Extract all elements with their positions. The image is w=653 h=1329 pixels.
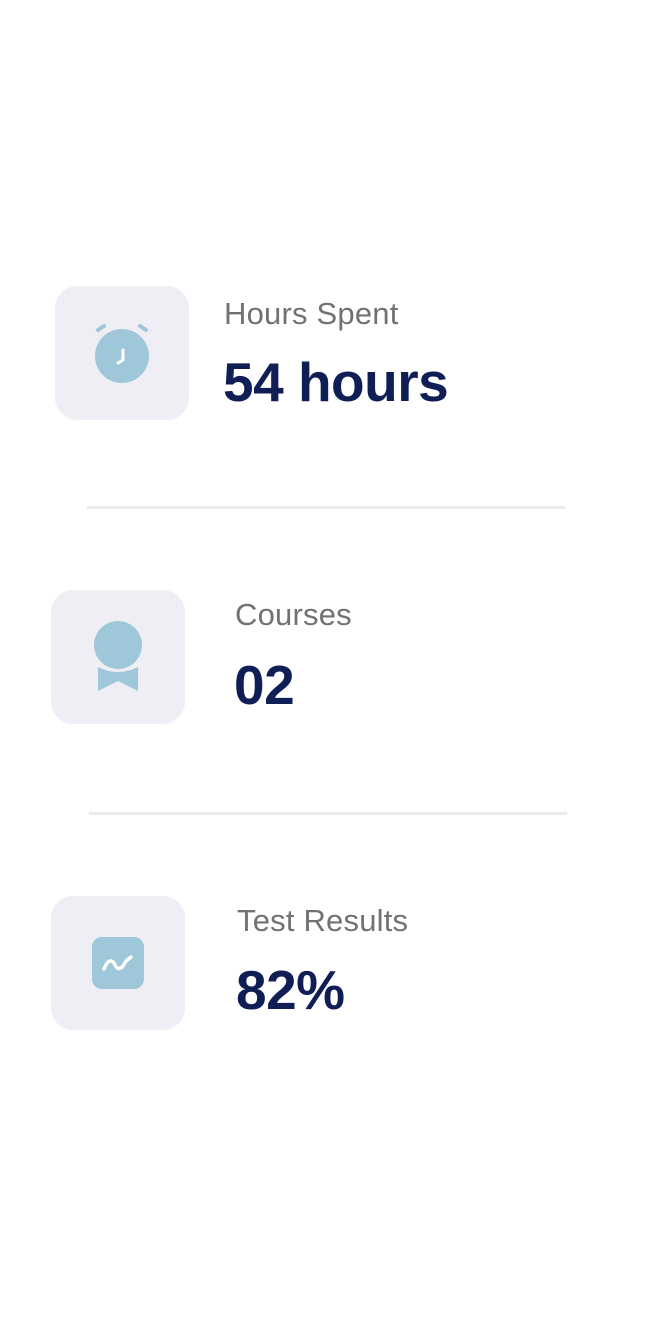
divider [87, 506, 565, 509]
courses-icon-box [51, 590, 185, 724]
courses-label: Courses [235, 597, 352, 632]
hours-value: 54 hours [223, 351, 449, 413]
alarm-clock-icon [95, 324, 149, 383]
chart-trend-icon [92, 937, 144, 989]
hours-label: Hours Spent [224, 296, 399, 331]
hours-icon-box [55, 286, 189, 420]
divider [89, 812, 567, 815]
award-ribbon-icon [94, 621, 142, 691]
test-results-icon-box [51, 896, 185, 1030]
courses-value: 02 [234, 654, 295, 716]
test-results-label: Test Results [237, 903, 409, 938]
test-results-value: 82% [236, 959, 345, 1021]
